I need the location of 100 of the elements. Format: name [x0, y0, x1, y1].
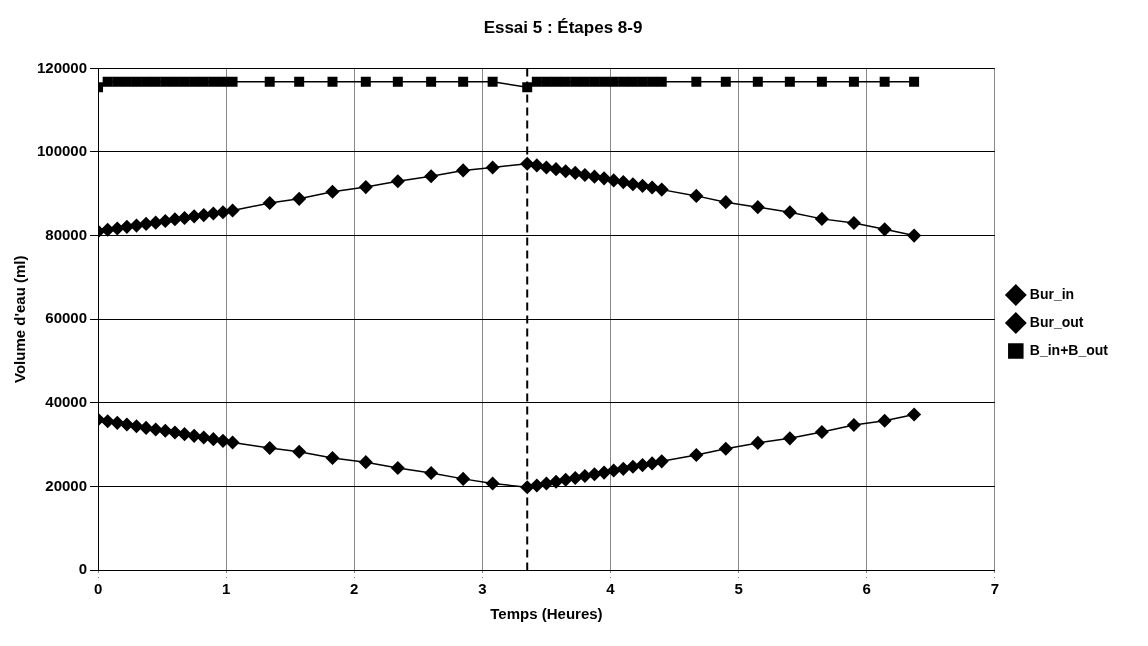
point — [589, 76, 600, 87]
point — [359, 180, 373, 194]
point — [187, 429, 201, 443]
point — [907, 407, 921, 422]
point — [206, 432, 221, 446]
point — [635, 179, 650, 193]
point — [129, 419, 144, 433]
point — [691, 76, 702, 87]
point — [539, 476, 554, 491]
point — [292, 444, 306, 459]
point — [177, 427, 192, 441]
x-tick-label: 1 — [221, 580, 231, 598]
point — [541, 76, 552, 87]
point — [217, 76, 228, 87]
point — [579, 76, 590, 87]
x-tick-label: 6 — [862, 580, 871, 598]
point — [100, 223, 115, 237]
point — [129, 218, 144, 233]
x-tick-label: 7 — [990, 580, 999, 598]
point — [879, 76, 890, 87]
point — [208, 76, 219, 87]
point — [102, 76, 113, 87]
point — [815, 425, 829, 439]
point — [877, 222, 892, 237]
point — [597, 465, 611, 480]
point — [168, 212, 182, 227]
point — [606, 173, 621, 188]
point — [848, 76, 859, 87]
point — [392, 76, 403, 87]
point — [530, 478, 544, 493]
point — [139, 217, 153, 231]
point — [558, 164, 573, 178]
chart-title: Essai 5 : Étapes 8-9 — [483, 17, 643, 37]
point — [264, 76, 275, 87]
point — [458, 76, 469, 87]
point — [877, 414, 892, 428]
point — [752, 76, 763, 87]
y-tick-label: 80000 — [45, 225, 88, 243]
x-axis-title: Temps (Heures) — [490, 605, 603, 623]
point — [909, 76, 920, 87]
point — [456, 163, 470, 178]
point — [485, 160, 500, 175]
point — [645, 456, 659, 471]
point — [597, 171, 611, 186]
point — [110, 416, 125, 430]
point — [100, 414, 115, 428]
point — [206, 206, 221, 221]
point — [197, 208, 211, 222]
point — [187, 209, 201, 224]
point — [294, 76, 305, 87]
point — [169, 76, 180, 87]
point — [530, 158, 544, 173]
x-tick-label: 4 — [606, 580, 616, 598]
point — [578, 469, 592, 483]
point — [531, 76, 542, 87]
point — [325, 451, 340, 465]
point — [141, 76, 152, 87]
legend-label: Bur_in — [1029, 285, 1075, 302]
point — [456, 472, 470, 486]
point — [606, 463, 621, 478]
point — [262, 441, 277, 455]
point — [539, 160, 554, 175]
point — [626, 460, 640, 474]
x-tick-label: 5 — [734, 580, 743, 598]
point — [618, 76, 629, 87]
point — [719, 195, 733, 209]
point — [587, 169, 602, 184]
point — [179, 76, 190, 87]
point — [359, 455, 373, 469]
point — [751, 200, 765, 214]
point — [177, 211, 192, 225]
point — [110, 221, 125, 236]
point — [719, 442, 733, 456]
point — [216, 205, 230, 219]
point — [216, 434, 230, 448]
point — [327, 76, 338, 87]
point — [131, 76, 142, 87]
point — [637, 76, 648, 87]
point — [720, 76, 731, 87]
point — [225, 435, 240, 450]
point — [847, 216, 861, 230]
point — [485, 476, 500, 491]
point — [783, 205, 797, 219]
point — [360, 76, 371, 87]
point — [627, 76, 638, 87]
point — [325, 184, 340, 199]
point — [689, 448, 704, 462]
point — [158, 214, 173, 228]
x-tick-label: 3 — [478, 580, 487, 598]
point — [262, 196, 277, 210]
point — [158, 424, 173, 438]
point — [150, 76, 161, 87]
point — [815, 212, 829, 226]
point — [558, 472, 573, 487]
point — [148, 215, 163, 230]
point — [907, 228, 921, 243]
point — [568, 471, 583, 485]
point — [148, 422, 163, 437]
point — [656, 76, 667, 87]
point — [549, 162, 563, 176]
